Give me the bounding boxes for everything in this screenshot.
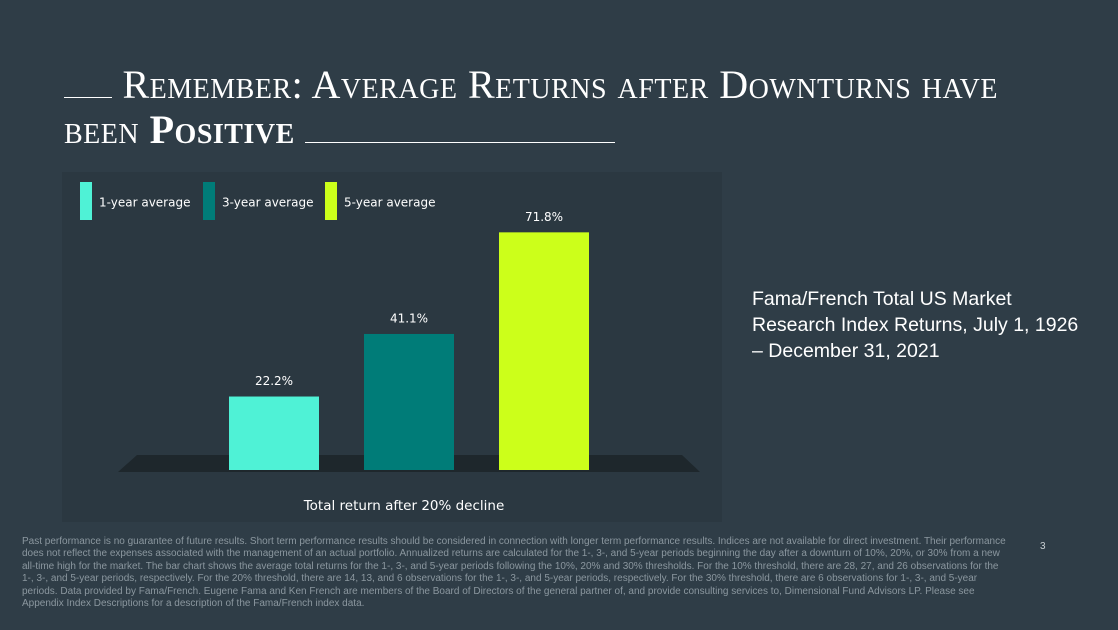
source-note: Fama/French Total US Market Research Ind… (752, 288, 1079, 362)
legend-swatch (203, 182, 215, 220)
x-axis-label: Total return after 20% decline (303, 498, 505, 514)
legend-swatch (80, 182, 92, 220)
title-text: Remember: Average Returns after Downturn… (64, 62, 998, 152)
title-emphasis: Positive (149, 107, 295, 152)
legend-label: 5-year average (344, 196, 435, 210)
legend-label: 3-year average (222, 196, 313, 210)
value-label: 22.2% (255, 374, 293, 388)
legend-swatch (325, 182, 337, 220)
legend-label: 1-year average (99, 196, 190, 210)
page-number: 3 (1040, 541, 1046, 552)
bar (364, 333, 454, 470)
disclaimer: Past performance is no guarantee of futu… (22, 536, 1006, 610)
value-label: 71.8% (525, 210, 563, 224)
value-label: 41.1% (390, 311, 428, 325)
title-rule (305, 141, 616, 143)
slide-title: Remember: Average Returns after Downturn… (64, 62, 1024, 152)
title-rule (64, 96, 112, 98)
bar (499, 232, 589, 470)
chart: 1-year average 22.2% 3-year average 41.1% 5-… (62, 172, 722, 522)
bar (229, 396, 319, 470)
